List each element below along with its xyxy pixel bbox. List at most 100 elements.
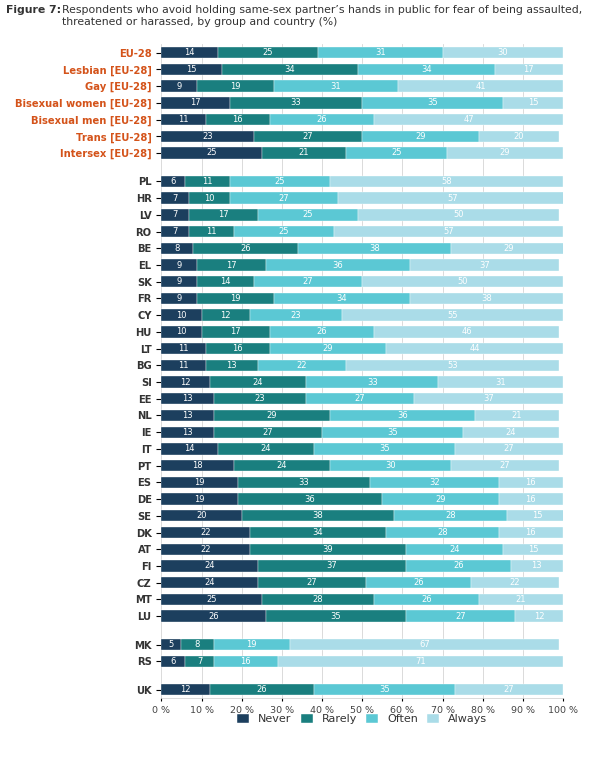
Bar [298,243,451,254]
Bar [197,80,274,92]
Bar [186,176,229,187]
Text: 30: 30 [498,48,508,57]
Text: 11: 11 [178,115,189,124]
Text: 57: 57 [443,227,454,236]
Text: 24: 24 [205,578,215,588]
Bar [358,64,495,75]
Bar [161,426,213,438]
Text: 11: 11 [202,177,213,186]
Bar [238,476,370,488]
Text: 58: 58 [441,177,452,186]
Text: 36: 36 [333,261,343,270]
Text: 27: 27 [355,394,365,403]
Text: 57: 57 [447,194,458,203]
Bar [197,276,254,288]
Bar [330,410,474,421]
Bar [254,276,362,288]
Bar [189,209,258,221]
Bar [398,80,563,92]
Text: 27: 27 [307,578,317,588]
Text: 37: 37 [479,261,490,270]
Bar [382,493,499,505]
Bar [161,130,254,142]
Bar [213,426,322,438]
Bar [374,114,563,125]
Legend: Never, Rarely, Often, Always: Never, Rarely, Often, Always [233,709,492,729]
Text: 25: 25 [206,149,217,157]
Bar [218,47,318,59]
Text: 8: 8 [195,640,200,649]
Bar [161,47,218,59]
Text: 26: 26 [317,115,327,124]
Text: 12: 12 [180,685,191,694]
Text: 25: 25 [279,227,289,236]
Text: 28: 28 [437,528,448,537]
Bar [234,226,334,237]
Bar [213,393,306,405]
Bar [362,97,503,109]
Bar [206,114,270,125]
Bar [213,410,330,421]
Text: 29: 29 [499,149,510,157]
Bar [362,130,479,142]
Bar [161,684,209,695]
Text: 23: 23 [202,132,213,141]
Bar [314,684,455,695]
Text: 26: 26 [240,244,251,253]
Text: 10: 10 [176,311,187,320]
Text: 34: 34 [285,65,295,74]
Text: 15: 15 [532,511,542,520]
Bar [499,527,563,538]
Bar [306,393,415,405]
Text: 15: 15 [528,545,538,554]
Bar [346,359,559,371]
Bar [451,243,567,254]
Text: 15: 15 [186,65,197,74]
Bar [451,460,559,471]
Text: 29: 29 [415,132,426,141]
Bar [250,544,406,555]
Text: 14: 14 [221,278,231,286]
Bar [161,259,197,271]
Text: 67: 67 [419,640,430,649]
Text: 6: 6 [171,177,176,186]
Bar [258,577,366,588]
Bar [234,460,330,471]
Bar [181,639,213,650]
Bar [366,577,471,588]
Bar [374,326,559,338]
Text: threatened or harassed, by group and country (%): threatened or harassed, by group and cou… [55,17,337,27]
Text: 39: 39 [323,545,333,554]
Text: 8: 8 [175,244,180,253]
Text: 35: 35 [427,99,438,107]
Bar [274,80,398,92]
Bar [358,209,559,221]
Text: 19: 19 [195,478,205,487]
Bar [161,393,213,405]
Bar [161,293,197,304]
Bar [455,443,563,455]
Bar [442,47,563,59]
Text: 27: 27 [503,685,514,694]
Text: 17: 17 [190,99,201,107]
Text: 7: 7 [173,227,178,236]
Text: 21: 21 [512,411,522,420]
Text: 16: 16 [525,528,536,537]
Text: 6: 6 [171,657,176,666]
Text: 28: 28 [445,511,456,520]
Text: 17: 17 [227,261,237,270]
Text: 16: 16 [232,344,243,353]
Bar [197,259,266,271]
Text: 7: 7 [197,657,202,666]
Bar [161,176,186,187]
Text: 27: 27 [503,444,514,453]
Text: 5: 5 [169,640,174,649]
Text: 16: 16 [232,115,243,124]
Bar [386,527,499,538]
Bar [503,544,563,555]
Text: 46: 46 [461,328,472,336]
Bar [447,147,563,159]
Bar [438,376,563,388]
Text: 29: 29 [323,344,333,353]
Bar [258,561,406,571]
